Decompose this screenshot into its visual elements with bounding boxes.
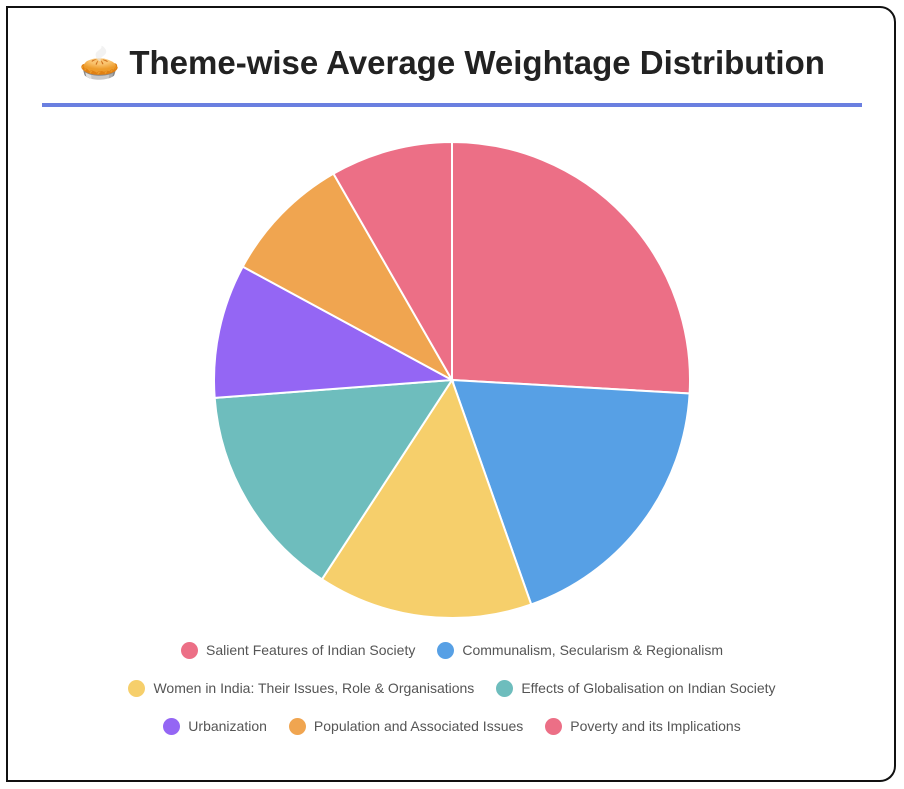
legend-label: Urbanization [188, 718, 267, 734]
legend-item[interactable]: Salient Features of Indian Society [181, 640, 415, 660]
legend-swatch [181, 641, 198, 659]
pie-slice [213, 265, 456, 400]
legend-label: Poverty and its Implications [570, 718, 741, 734]
legend-swatch [496, 679, 514, 697]
legend-label: Population and Associated Issues [313, 718, 524, 734]
legend: Salient Features of Indian Society Commun… [92, 640, 812, 736]
pie-slice [332, 140, 453, 384]
title-rule [42, 103, 862, 107]
pie-slice [213, 378, 454, 581]
legend-swatch [163, 717, 181, 735]
legend-swatch [288, 717, 306, 735]
pie-slice [451, 140, 691, 395]
legend-label: Effects of Globalisation on Indian Socie… [521, 680, 776, 696]
legend-item[interactable]: Poverty and its Implications [545, 716, 741, 736]
legend-swatch [545, 717, 563, 735]
legend-label: Communalism, Secularism & Regionalism [462, 642, 723, 658]
legend-item[interactable]: Communalism, Secularism & Regionalism [437, 640, 723, 660]
legend-item[interactable]: Women in India: Their Issues, Role & Org… [128, 678, 474, 698]
legend-item[interactable]: Population and Associated Issues [288, 716, 524, 736]
legend-swatch [437, 641, 455, 659]
pie-slice [320, 377, 533, 619]
legend-label: Salient Features of Indian Society [206, 642, 416, 658]
legend-item[interactable]: Effects of Globalisation on Indian Socie… [496, 678, 776, 698]
pie-slice [241, 172, 455, 383]
legend-label: Women in India: Their Issues, Role & Org… [153, 680, 475, 696]
legend-item[interactable]: Urbanization [163, 716, 267, 736]
legend-swatch [128, 679, 146, 697]
pie-slice [450, 378, 691, 606]
chart-title: 🥧 Theme-wise Average Weightage Distribut… [79, 44, 825, 81]
